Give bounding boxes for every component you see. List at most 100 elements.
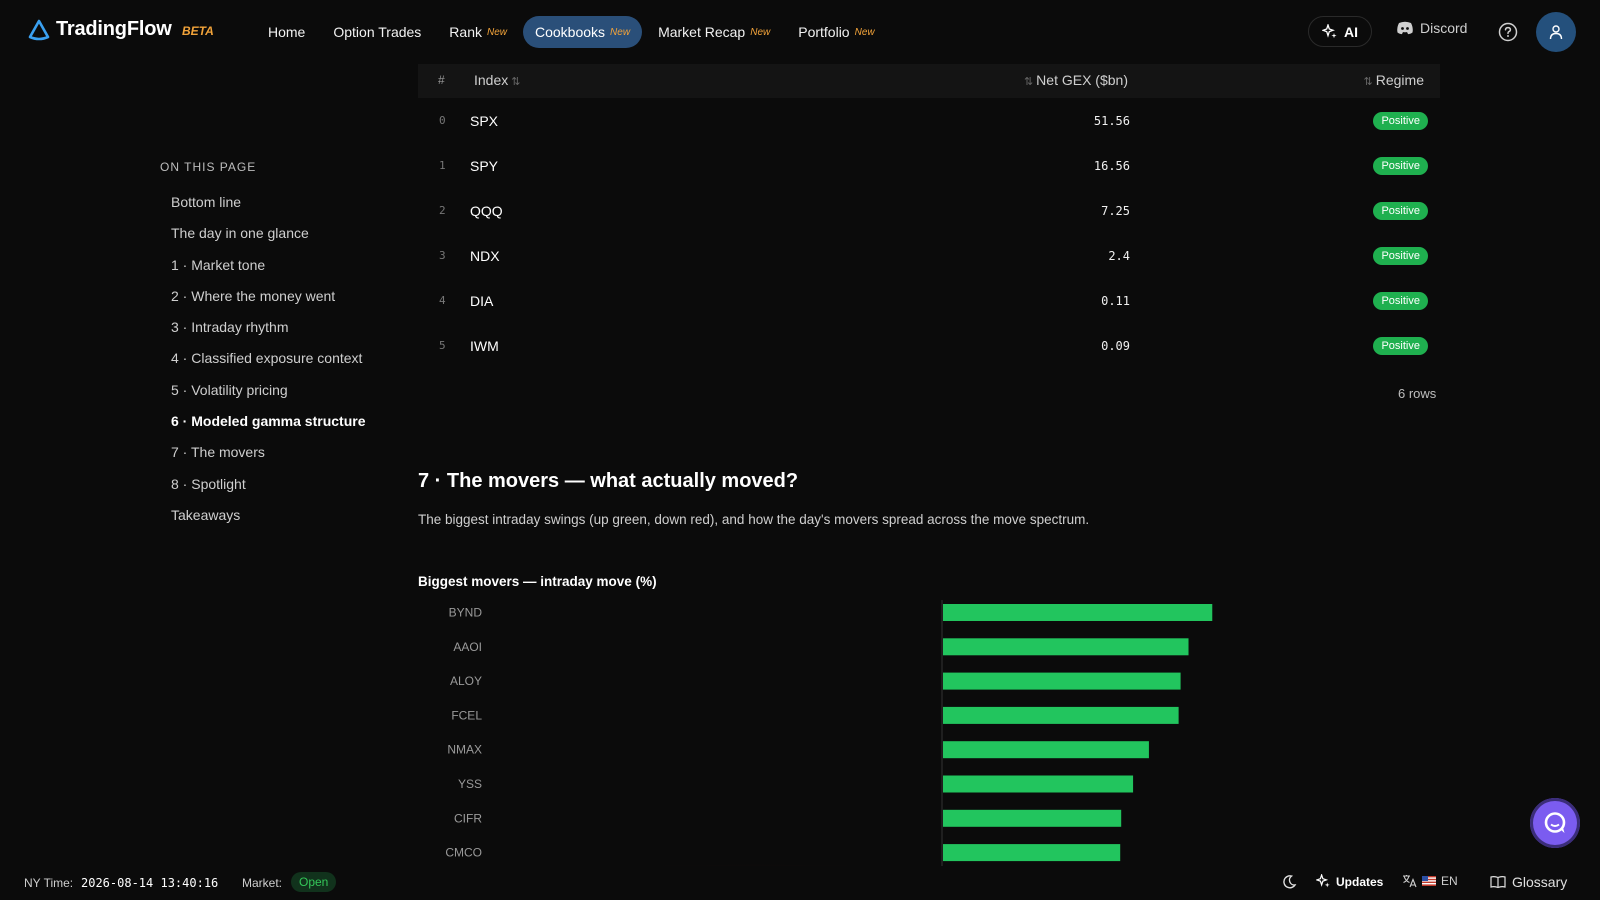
ny-time-value: 2026-08-14 13:40:16 [81, 876, 219, 890]
toc-item-spotlight[interactable]: 8 · Spotlight [171, 475, 246, 492]
header-index[interactable]: Index ⇅ [474, 72, 523, 88]
row-index: 0 [439, 114, 446, 127]
glossary-button[interactable]: Glossary [1490, 874, 1567, 890]
table-row: 4 DIA 0.11 Positive [418, 278, 1440, 323]
brand-logo[interactable]: TradingFlow [28, 18, 172, 41]
ai-button[interactable]: AI [1308, 16, 1372, 47]
table-row-count: 6 rows [1398, 386, 1437, 401]
moon-icon[interactable] [1281, 874, 1297, 890]
toc-item-gamma-structure[interactable]: 6 · Modeled gamma structure [171, 413, 366, 430]
toc-title: ON THIS PAGE [160, 160, 257, 174]
market-label: Market: [242, 876, 283, 890]
regime-badge: Positive [1373, 246, 1428, 265]
new-tag: New [750, 26, 771, 38]
toc-item-where-money-went[interactable]: 2 · Where the money went [171, 287, 336, 304]
nav-rank[interactable]: Rank New [437, 16, 519, 48]
toc-item-market-tone[interactable]: 1 · Market tone [171, 256, 266, 273]
new-tag: New [610, 26, 631, 38]
row-net-gex: 7.25 [1101, 203, 1130, 218]
bar-category-label: BYND [449, 606, 483, 620]
header-label: Net GEX ($bn) [1036, 72, 1128, 88]
row-symbol: NDX [470, 247, 500, 264]
gex-table: # Index ⇅ ⇅ Net GEX ($bn) ⇅ Regime 0 SPX 51… [418, 62, 1440, 368]
bar-category-label: NMAX [447, 743, 482, 757]
bar-yss[interactable] [943, 775, 1134, 793]
nav-option-trades[interactable]: Option Trades [321, 16, 433, 48]
bar-category-label: CMCO [445, 846, 482, 860]
toc-item-intraday-rhythm[interactable]: 3 · Intraday rhythm [171, 319, 289, 336]
bar-category-label: YSS [458, 777, 482, 791]
row-index: 1 [439, 159, 446, 172]
row-symbol: QQQ [470, 202, 503, 219]
user-avatar-button[interactable] [1536, 12, 1576, 52]
nav-label: Cookbooks [535, 24, 606, 40]
header-hash: # [438, 73, 445, 87]
nav-label: Portfolio [798, 24, 850, 40]
nav-label: Option Trades [333, 24, 422, 40]
bar-bynd[interactable] [943, 604, 1213, 621]
regime-badge: Positive [1373, 291, 1428, 310]
brand-name: TradingFlow [56, 18, 172, 40]
header-regime[interactable]: ⇅ Regime [1361, 72, 1424, 88]
glossary-label: Glossary [1512, 874, 1568, 890]
toc-item-bottom-line[interactable]: Bottom line [171, 194, 242, 210]
section-description: The biggest intraday swings (up green, d… [418, 512, 1090, 527]
bar-nmax[interactable] [943, 741, 1149, 759]
header-label: Regime [1375, 72, 1424, 88]
chat-support-button[interactable] [1530, 798, 1580, 848]
row-net-gex: 51.56 [1093, 113, 1130, 128]
bar-category-label: CIFR [454, 811, 482, 825]
toc-item-takeaways[interactable]: Takeaways [171, 506, 241, 523]
toc-item-exposure-context[interactable]: 4 · Classified exposure context [171, 350, 363, 367]
bar-category-label: ALOY [450, 674, 482, 688]
nav-label: Rank [449, 24, 482, 40]
toc-item-day-in-one-glance[interactable]: The day in one glance [171, 225, 309, 242]
book-icon [1490, 876, 1506, 889]
bar-category-label: FCEL [451, 708, 482, 722]
nav-portfolio[interactable]: Portfolio New [786, 16, 886, 48]
table-row: 2 QQQ 7.25 Positive [418, 188, 1440, 233]
translate-icon [1403, 875, 1417, 888]
row-net-gex: 0.11 [1101, 293, 1130, 308]
ai-label: AI [1344, 23, 1358, 40]
discord-label: Discord [1420, 20, 1468, 36]
section-heading-movers: 7 · The movers — what actually moved? [418, 470, 799, 492]
discord-button[interactable]: Discord [1396, 20, 1467, 36]
toc-item-movers[interactable]: 7 · The movers [171, 444, 265, 461]
chat-icon [1544, 812, 1566, 833]
bar-cifr[interactable] [943, 809, 1122, 827]
row-net-gex: 0.09 [1101, 338, 1130, 353]
nav-market-recap[interactable]: Market Recap New [646, 16, 782, 48]
row-symbol: SPY [470, 157, 499, 174]
market-status-badge: Open [291, 872, 337, 892]
row-index: 5 [439, 339, 446, 352]
status-footer: NY Time: 2026-08-14 13:40:16 Market: Ope… [0, 866, 1600, 900]
bar-aloy[interactable] [943, 672, 1181, 690]
header-net-gex[interactable]: ⇅ Net GEX ($bn) [1021, 72, 1128, 88]
bar-aaoi[interactable] [943, 638, 1189, 656]
regime-badge: Positive [1373, 111, 1428, 130]
ny-time-label: NY Time: [24, 876, 74, 890]
nav-cookbooks[interactable]: Cookbooks New [523, 16, 643, 48]
row-symbol: IWM [470, 337, 499, 354]
bar-cmco[interactable] [943, 844, 1121, 862]
toc-item-volatility-pricing[interactable]: 5 · Volatility pricing [171, 381, 288, 398]
updates-button[interactable]: Updates [1316, 874, 1383, 889]
row-index: 4 [439, 294, 446, 307]
row-symbol: DIA [470, 292, 494, 309]
row-net-gex: 16.56 [1093, 158, 1130, 173]
table-of-contents: ON THIS PAGE Bottom line The day in one … [160, 160, 400, 538]
sort-icon: ⇅ [1023, 76, 1034, 88]
movers-bar-chart: BYND AAOI ALOY FCEL NMAX YSS CIFR CMCO [445, 600, 1213, 866]
row-index: 3 [439, 249, 446, 262]
beta-tag: BETA [182, 24, 214, 38]
nav-home[interactable]: Home [256, 16, 317, 48]
language-selector[interactable]: EN [1402, 874, 1458, 888]
sparkle-icon [1316, 874, 1330, 888]
help-icon[interactable] [1498, 22, 1518, 42]
discord-icon [1397, 21, 1413, 35]
table-row: 1 SPY 16.56 Positive [418, 143, 1440, 188]
bar-fcel[interactable] [943, 706, 1179, 724]
main-nav: Home Option Trades Rank New Cookbooks Ne… [256, 16, 887, 48]
logo-icon [28, 19, 50, 40]
